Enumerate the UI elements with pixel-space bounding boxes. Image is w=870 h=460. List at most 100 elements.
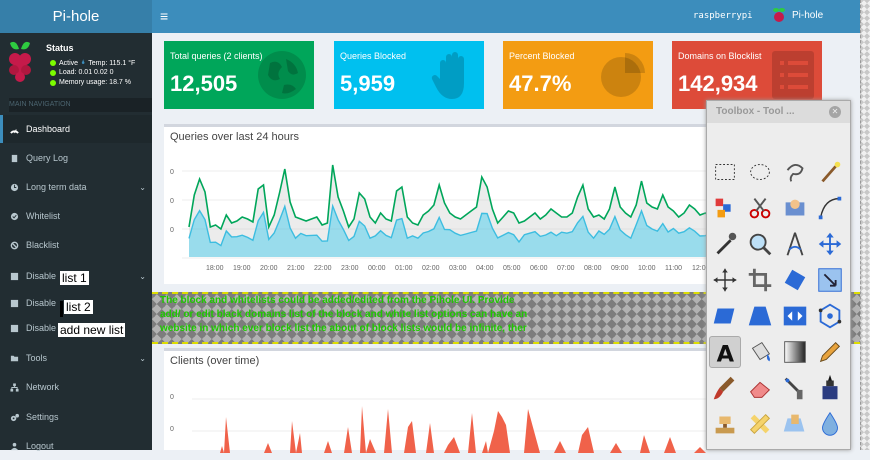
tool-align[interactable] [709,264,741,296]
flip-icon [783,306,807,326]
sidebar-item-long-term-data[interactable]: Long term data ⌄ [0,173,152,201]
status-panel: Status Active 🌢 Temp: 115.1 °F Load: 0.0… [4,37,152,93]
sidebar-item-tools[interactable]: Tools ⌄ [0,344,152,372]
sidebar-item-blacklist[interactable]: Blacklist [0,231,152,259]
sidebar-toggle-icon[interactable]: ≡ [160,8,169,24]
card-value: 47.7% [509,71,572,96]
tool-scale[interactable] [814,264,846,296]
tool-color-picker[interactable] [709,228,741,260]
tool-bucket-fill[interactable] [744,336,776,368]
sidebar-item-query-log[interactable]: Query Log [0,144,152,172]
user-label: Pi-hole [792,9,824,21]
x-tick-label: 23:00 [341,265,359,272]
y-tick-label: 0 [170,426,174,433]
toolbox-title[interactable]: Toolbox - Tool ... [707,101,850,123]
tool-paths[interactable] [814,192,846,224]
clients-area [220,406,706,453]
tool-blend[interactable] [779,336,811,368]
tool-scissors[interactable] [744,192,776,224]
status-load-line: Load: 0.01 0.02 0 [50,69,114,76]
percent-blocked-card[interactable]: Percent Blocked 47.7% [503,41,653,109]
scrap-line-2: add/ or edit black domains list of the b… [160,309,528,320]
user-menu[interactable]: Pi-hole [772,7,823,23]
tool-color-select[interactable] [709,192,741,224]
x-tick-label: 08:00 [584,265,602,272]
sidebar-item-label: Whitelist [26,211,61,221]
blend-icon [784,341,806,363]
tool-crop[interactable] [744,264,776,296]
tool-measure[interactable] [779,228,811,260]
domains-on-blocklist-card[interactable]: Domains on Blocklist 142,934 [672,41,822,109]
total-queries-card[interactable]: Total queries (2 clients) 12,505 [164,41,314,109]
tool-move[interactable] [814,228,846,260]
tool-perspective[interactable] [744,300,776,332]
tool-heal[interactable] [744,408,776,440]
sidebar-item-disable-3[interactable]: Disable [0,314,152,342]
sidebar-item-dashboard[interactable]: Dashboard [0,115,152,143]
gears-icon [10,413,19,421]
x-tick-label: 12:00 [692,265,710,272]
align-icon [713,268,737,292]
close-icon[interactable]: ✕ [829,106,841,118]
x-tick-label: 10:00 [638,265,656,272]
tool-blur[interactable] [814,408,846,440]
tool-rotate[interactable] [779,264,811,296]
tool-lasso[interactable] [779,156,811,188]
rotate-icon [784,269,806,291]
x-tick-label: 18:00 [206,265,224,272]
tool-shear[interactable] [709,300,741,332]
sidebar-item-label: Network [26,382,60,392]
card-title: Queries Blocked [340,51,407,61]
x-tick-label: 01:00 [395,265,413,272]
queries-blocked-card[interactable]: Queries Blocked 5,959 [334,41,484,109]
canvas-edge [860,0,870,450]
status-temp: Temp: 115.1 °F [88,59,136,67]
tool-paintbrush[interactable] [709,372,741,404]
sidebar-item-label: Dashboard [26,124,71,134]
blocked-queries-line [188,203,716,247]
clients-chart: 0 0 [170,394,716,453]
sidebar-item-label: Blacklist [26,240,60,250]
tool-clone[interactable] [709,408,741,440]
tool-ellipse-select[interactable] [744,156,776,188]
sidebar-item-network[interactable]: Network [0,373,152,401]
sidebar-item-logout[interactable]: Logout [0,432,152,460]
measure-icon [786,232,804,256]
file-icon [11,154,18,162]
sidebar-item-label: Long term data [26,182,87,192]
tool-text[interactable]: A [709,336,741,368]
tool-eraser[interactable] [744,372,776,404]
x-tick-label: 21:00 [287,265,305,272]
sidebar-item-settings[interactable]: Settings [0,403,152,431]
sidebar-item-disable-2[interactable]: Disable [0,289,152,317]
tool-ink[interactable] [814,372,846,404]
network-icon [10,382,19,392]
tool-zoom[interactable] [744,228,776,260]
color-picker-icon [716,232,737,255]
svg-text:A: A [717,341,735,367]
tool-pencil[interactable] [814,336,846,368]
tool-fuzzy-select[interactable] [814,156,846,188]
color-select-icon [715,198,731,218]
tool-cage[interactable] [814,300,846,332]
sidebar-item-whitelist[interactable]: Whitelist [0,202,152,230]
ellipse-select-icon [750,164,770,180]
y-tick-label: 0 [170,394,174,401]
tool-airbrush[interactable] [779,372,811,404]
tool-flip[interactable] [779,300,811,332]
chevron-down-icon: ⌄ [139,353,146,363]
hand-stop-icon [431,52,464,99]
queries-chart: 0 0 0 18:00 19:00 20:00 21:00 22:00 23:00 00:0… [170,164,716,272]
total-queries-line [188,164,716,231]
sidebar-item-label: Settings [26,412,59,422]
tool-rect-select[interactable] [709,156,741,188]
user-icon [10,442,19,450]
tool-foreground-select[interactable] [779,192,811,224]
scissors-icon [749,198,771,219]
toolbox-window[interactable]: Toolbox - Tool ... ✕ A [706,100,851,450]
sidebar-item-disable-1[interactable]: Disable ⌄ [0,262,152,290]
text-cursor-icon [60,301,63,317]
app-logo[interactable]: Pi-hole [0,0,152,33]
tool-perspective-clone[interactable] [779,408,811,440]
main-content: Total queries (2 clients) 12,505 Queries… [152,33,860,453]
